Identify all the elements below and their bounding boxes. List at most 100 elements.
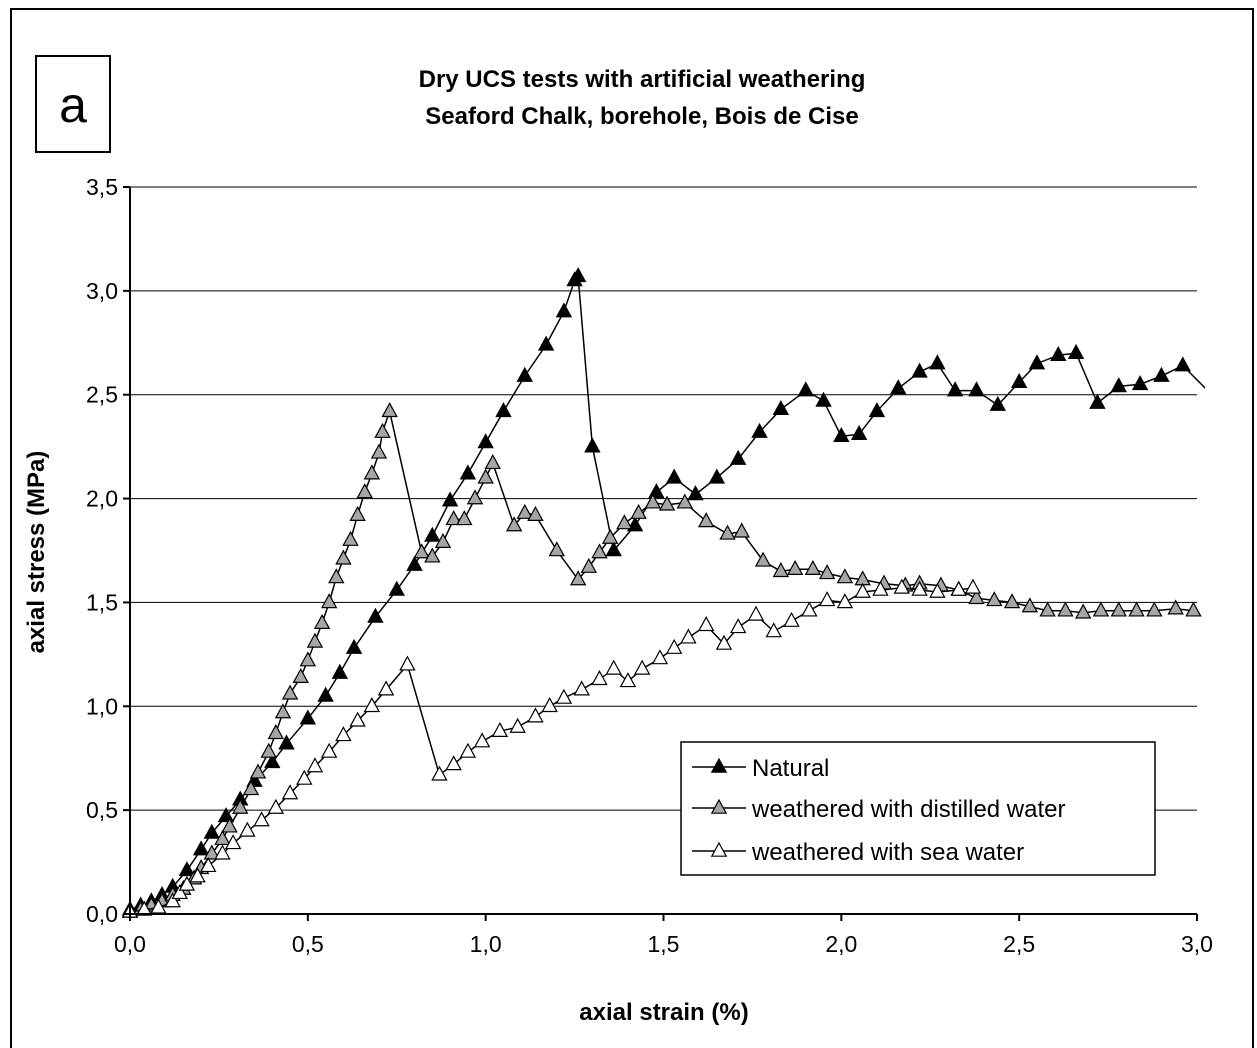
data-point bbox=[192, 840, 210, 856]
data-point bbox=[1074, 603, 1092, 619]
data-point bbox=[786, 559, 804, 575]
legend-item: weathered with sea water bbox=[692, 839, 1024, 866]
data-point bbox=[363, 697, 381, 713]
data-point bbox=[630, 503, 647, 519]
data-point bbox=[804, 559, 822, 575]
data-point bbox=[441, 491, 459, 507]
data-point bbox=[911, 362, 928, 378]
data-point bbox=[850, 424, 868, 440]
data-point bbox=[968, 589, 985, 605]
data-point bbox=[833, 427, 850, 443]
y-tick-label: 2,5 bbox=[86, 382, 118, 408]
data-point bbox=[281, 784, 299, 800]
legend-marker bbox=[710, 798, 728, 814]
data-point bbox=[370, 443, 388, 459]
data-point bbox=[573, 680, 590, 696]
data-point bbox=[1050, 345, 1067, 362]
data-point bbox=[136, 900, 153, 916]
data-point bbox=[729, 449, 747, 465]
data-point bbox=[633, 659, 651, 675]
y-tick-label: 0,5 bbox=[86, 797, 118, 823]
data-point bbox=[516, 503, 534, 519]
data-point bbox=[772, 400, 790, 416]
data-point bbox=[569, 570, 587, 586]
data-point bbox=[815, 391, 832, 407]
legend: Natural weathered with distilled water wea… bbox=[680, 741, 1156, 876]
data-point bbox=[200, 856, 217, 873]
data-point bbox=[591, 543, 608, 559]
data-point bbox=[178, 861, 196, 877]
legend-label: Natural bbox=[752, 755, 829, 782]
data-point bbox=[697, 512, 715, 528]
data-point bbox=[747, 605, 765, 621]
data-point bbox=[1028, 354, 1046, 370]
data-point bbox=[317, 686, 334, 702]
data-point bbox=[516, 366, 534, 382]
legend-item: Natural bbox=[692, 755, 829, 782]
data-point bbox=[1110, 377, 1127, 393]
data-point bbox=[456, 510, 473, 526]
legend-marker bbox=[710, 841, 728, 857]
data-point bbox=[224, 834, 242, 850]
series-layer bbox=[122, 267, 1205, 918]
data-point bbox=[950, 580, 967, 596]
data-point bbox=[1057, 601, 1074, 617]
data-point bbox=[445, 755, 462, 771]
legend-marker bbox=[710, 757, 728, 773]
data-point bbox=[890, 379, 907, 395]
data-point bbox=[964, 578, 982, 594]
data-point bbox=[1167, 599, 1184, 615]
x-tick-label: 2,5 bbox=[1003, 931, 1035, 957]
y-tick-label: 1,0 bbox=[86, 693, 118, 719]
panel-label: a bbox=[59, 77, 87, 133]
data-point bbox=[665, 468, 683, 484]
data-point bbox=[249, 763, 267, 779]
data-point bbox=[929, 582, 946, 598]
legend-item: weathered with distilled water bbox=[692, 796, 1066, 823]
data-point bbox=[260, 742, 277, 758]
data-point bbox=[189, 867, 206, 883]
data-point bbox=[331, 663, 349, 679]
data-point bbox=[267, 724, 285, 740]
data-point bbox=[349, 505, 366, 521]
data-point bbox=[374, 422, 391, 438]
data-point bbox=[715, 634, 733, 650]
data-point bbox=[505, 516, 523, 532]
y-tick-label: 0,0 bbox=[86, 901, 118, 927]
data-point bbox=[150, 898, 167, 914]
data-point bbox=[569, 267, 587, 283]
data-point bbox=[893, 578, 911, 594]
data-point bbox=[306, 757, 324, 773]
data-point bbox=[946, 381, 964, 397]
legend-label: weathered with sea water bbox=[751, 839, 1024, 866]
data-point bbox=[242, 780, 260, 796]
data-point bbox=[818, 591, 836, 607]
data-point bbox=[313, 613, 331, 629]
data-point bbox=[1092, 601, 1110, 617]
y-tick-label: 2,0 bbox=[86, 486, 118, 512]
data-point bbox=[203, 823, 221, 839]
data-point bbox=[473, 732, 491, 748]
axes: 0,0 0,5 1,0 1,5 2,0 2,5 3,0 3,5 0,0 0,5 1,0 1,5 2,0 2… bbox=[86, 174, 1213, 957]
data-point bbox=[765, 622, 782, 638]
data-point bbox=[772, 562, 790, 578]
data-point bbox=[459, 742, 477, 758]
data-point bbox=[658, 495, 676, 511]
data-point bbox=[178, 875, 196, 891]
data-point bbox=[1089, 393, 1106, 409]
data-point bbox=[466, 489, 484, 505]
data-point bbox=[818, 564, 836, 580]
data-point bbox=[687, 485, 704, 501]
data-point bbox=[591, 670, 608, 686]
chart-title: Dry UCS tests with artificial weathering bbox=[419, 66, 866, 93]
data-point bbox=[299, 651, 317, 667]
data-point bbox=[491, 721, 509, 738]
data-point bbox=[363, 464, 381, 480]
legend-box bbox=[680, 741, 1156, 876]
data-point bbox=[868, 402, 886, 418]
data-point bbox=[580, 557, 598, 573]
data-point bbox=[413, 543, 430, 559]
data-point bbox=[911, 580, 928, 596]
data-point bbox=[164, 892, 181, 908]
data-point bbox=[253, 811, 270, 827]
